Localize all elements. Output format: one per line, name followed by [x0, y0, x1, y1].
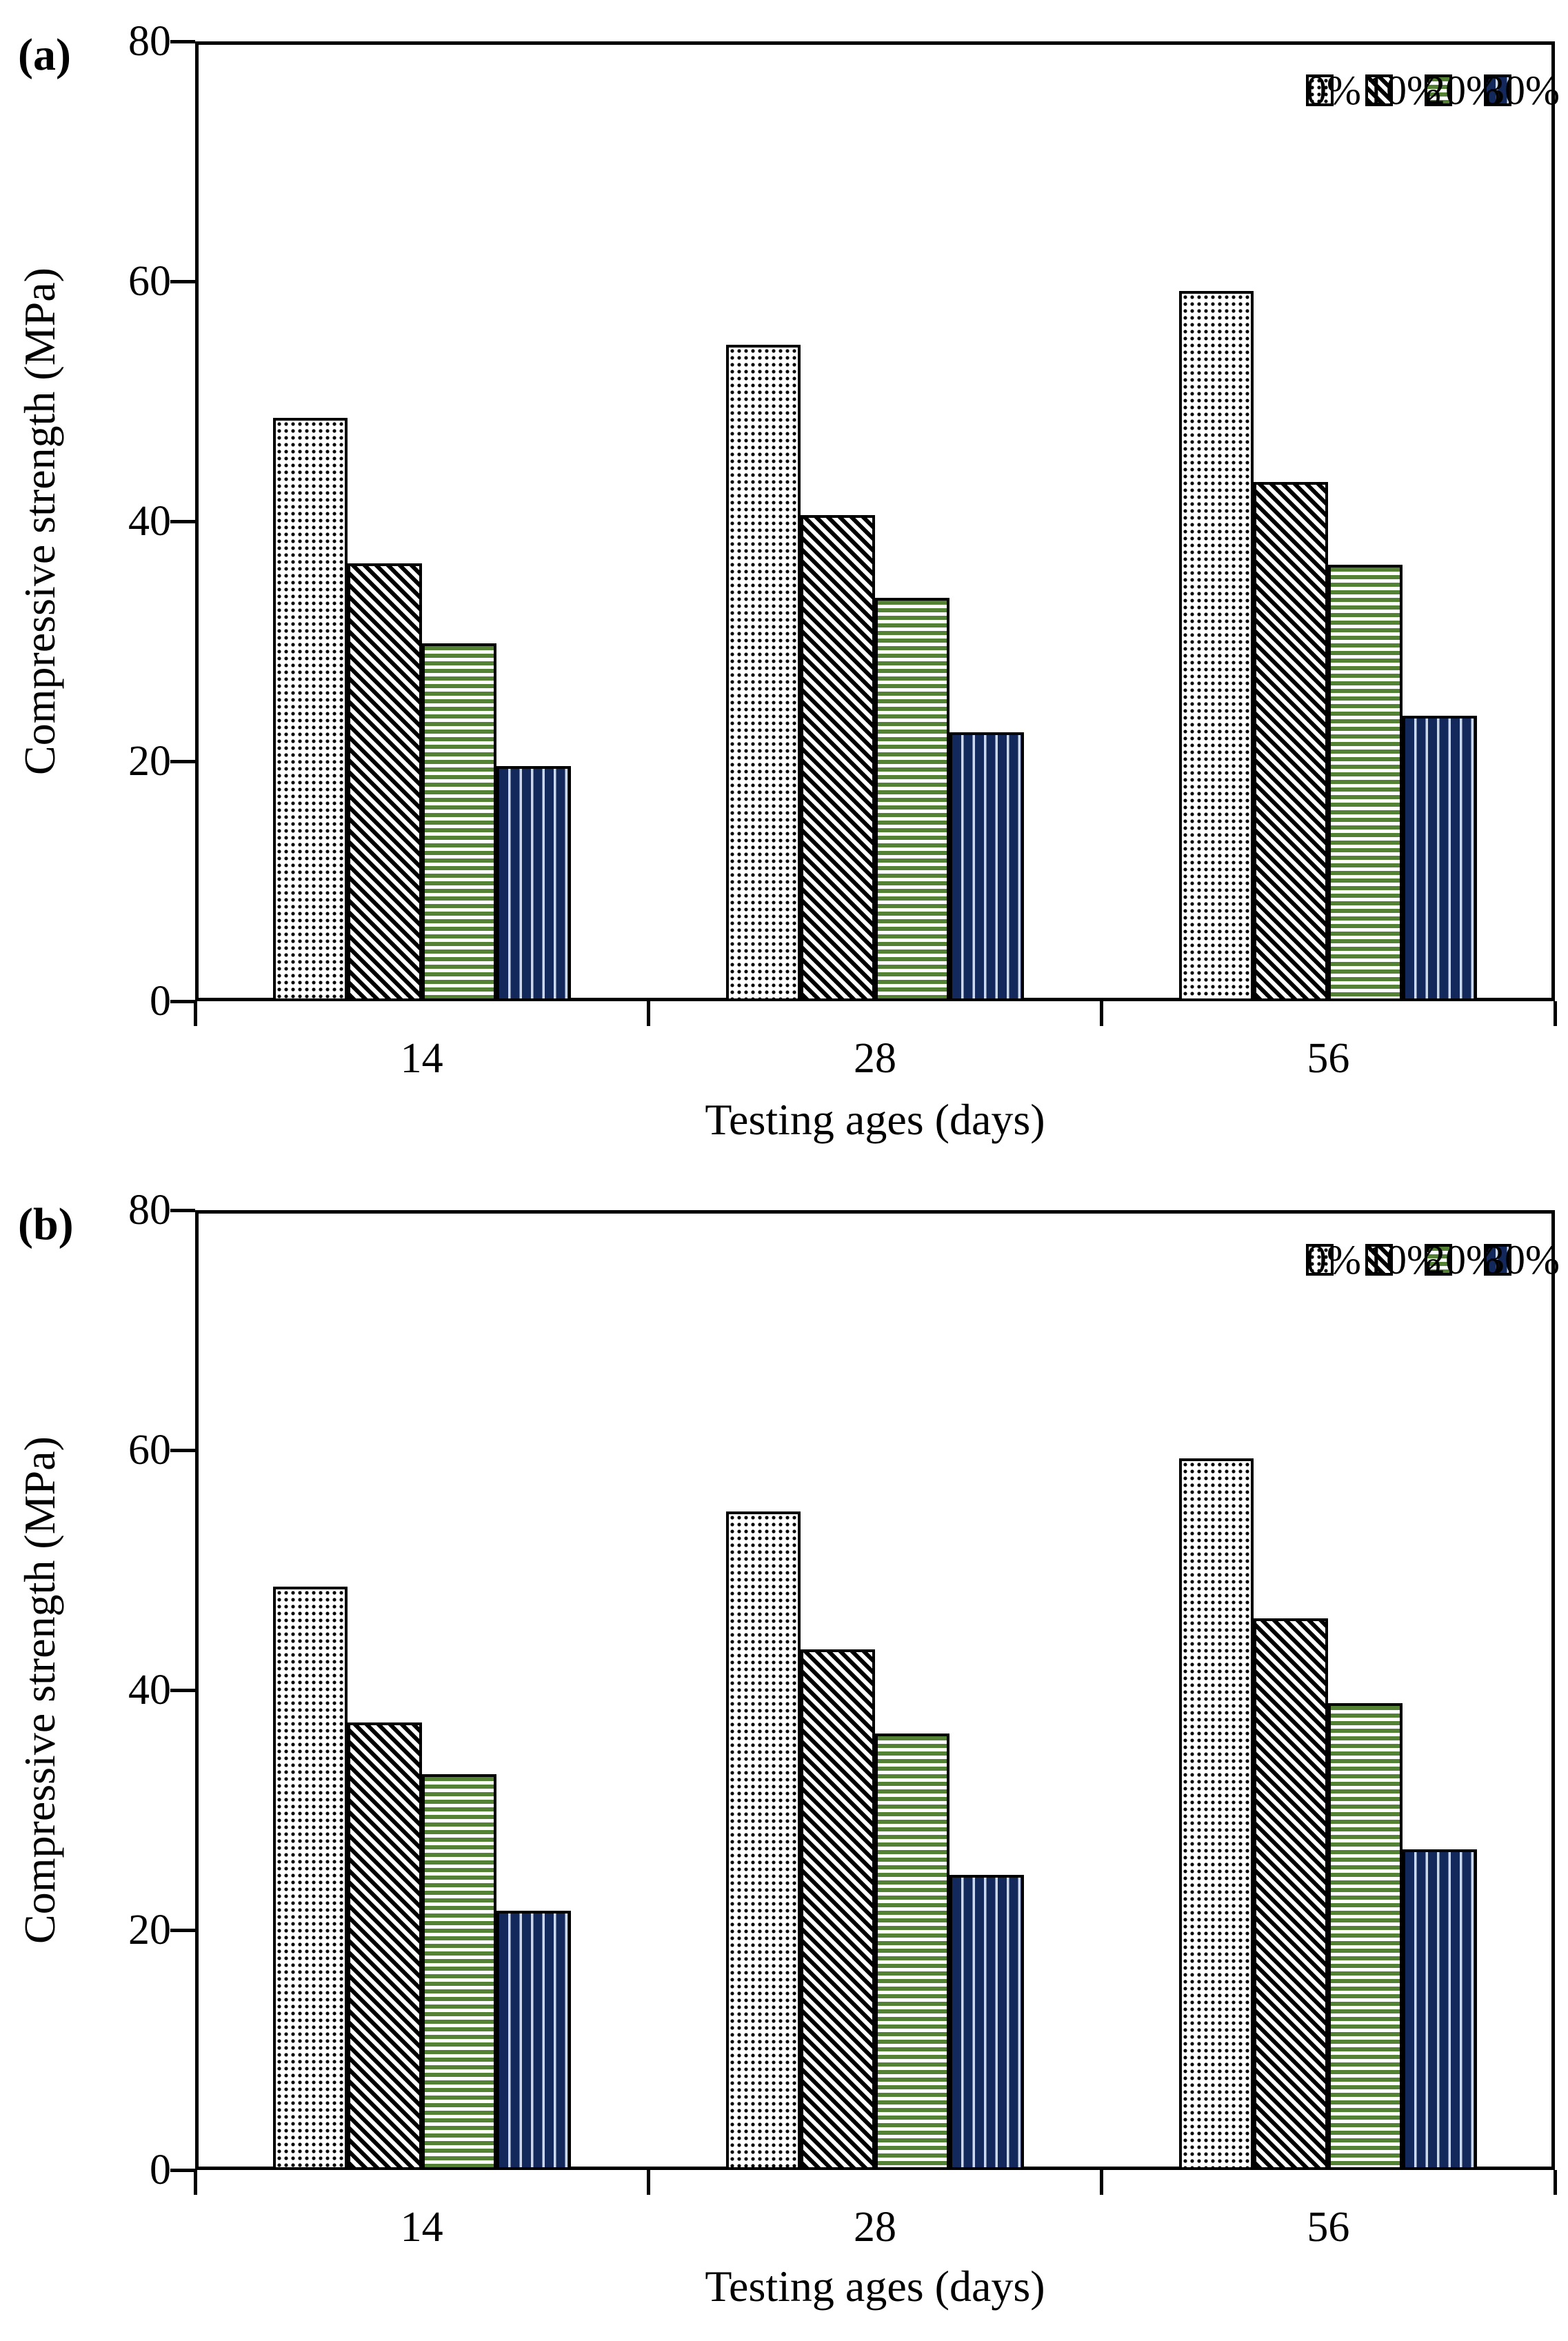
legend-swatch-10pct [1365, 74, 1393, 106]
bar-b-30pct-14d [496, 1911, 571, 2170]
legend: 0% 10% 20% 30% [1306, 1237, 1560, 1283]
legend-item: 30% [1484, 68, 1560, 113]
x-axis-tick [193, 1001, 197, 1026]
bar-a-10pct-28d [801, 515, 875, 1001]
legend-item: 0% [1306, 68, 1361, 113]
y-axis-tick [170, 999, 195, 1003]
legend-swatch-30pct [1484, 74, 1511, 106]
legend-item: 10% [1365, 68, 1441, 113]
legend-label: 0% [1306, 1237, 1361, 1283]
legend-item: 0% [1306, 1237, 1361, 1283]
legend-label: 10% [1365, 1237, 1441, 1283]
x-axis-title: Testing ages (days) [705, 2262, 1045, 2311]
bar-a-30pct-28d [949, 732, 1024, 1001]
y-tick-label: 60 [128, 258, 171, 305]
bar-a-30pct-56d [1403, 715, 1478, 1001]
panel-label-b: (b) [18, 1199, 74, 1249]
y-tick-label: 40 [128, 498, 171, 545]
bar-a-10pct-56d [1254, 481, 1329, 1001]
legend-item: 10% [1365, 1237, 1441, 1283]
y-axis-tick [170, 1448, 195, 1452]
bar-b-20pct-28d [875, 1733, 949, 2170]
bar-b-30pct-56d [1403, 1849, 1478, 2170]
legend-label: 0% [1306, 68, 1361, 113]
y-tick-label: 80 [128, 1187, 171, 1234]
x-axis-tick [646, 1001, 650, 1026]
legend-label: 20% [1425, 1237, 1500, 1283]
x-axis-tick [1553, 1001, 1557, 1026]
x-axis-tick [646, 2170, 650, 2195]
x-axis-tick [1100, 1001, 1104, 1026]
legend-item: 20% [1425, 1237, 1500, 1283]
y-tick-label: 20 [128, 738, 171, 785]
bar-a-30pct-14d [496, 765, 571, 1001]
x-category-label: 28 [854, 1035, 896, 1082]
bar-b-0pct-56d [1179, 1458, 1254, 2170]
y-axis-tick [170, 1208, 195, 1212]
x-axis-title: Testing ages (days) [705, 1095, 1045, 1144]
y-tick-label: 40 [128, 1667, 171, 1714]
legend-label: 30% [1484, 68, 1560, 113]
legend-swatch-0pct [1306, 74, 1334, 106]
bar-b-10pct-56d [1254, 1618, 1329, 2170]
y-tick-label: 0 [150, 2147, 171, 2193]
y-tick-label: 60 [128, 1427, 171, 1474]
bar-a-20pct-28d [875, 598, 949, 1001]
x-axis-tick [1100, 2170, 1104, 2195]
x-category-label: 28 [854, 2204, 896, 2251]
bar-a-20pct-56d [1328, 564, 1403, 1001]
bar-b-0pct-28d [726, 1511, 801, 2170]
y-axis-tick [170, 2168, 195, 2172]
legend-label: 10% [1365, 68, 1441, 113]
x-category-label: 56 [1307, 2204, 1350, 2251]
legend-swatch-30pct [1484, 1244, 1511, 1276]
bar-b-20pct-56d [1328, 1703, 1403, 2170]
y-tick-label: 20 [128, 1907, 171, 1953]
bar-a-0pct-56d [1179, 290, 1254, 1001]
legend-swatch-0pct [1306, 1244, 1334, 1276]
bar-b-10pct-28d [801, 1649, 875, 2170]
bar-b-30pct-28d [949, 1874, 1024, 2170]
legend-label: 20% [1425, 68, 1500, 113]
y-tick-label: 80 [128, 18, 171, 65]
bar-a-20pct-14d [421, 643, 496, 1001]
legend-item: 20% [1425, 68, 1500, 113]
bar-a-10pct-14d [347, 563, 422, 1001]
x-category-label: 14 [400, 2204, 443, 2251]
y-axis-tick [170, 1928, 195, 1932]
x-axis-tick [193, 2170, 197, 2195]
y-axis-tick [170, 39, 195, 43]
bar-a-0pct-14d [272, 418, 348, 1001]
y-axis-tick [170, 759, 195, 763]
x-category-label: 14 [400, 1035, 443, 1082]
x-category-label: 56 [1307, 1035, 1350, 1082]
legend-swatch-20pct [1425, 1244, 1452, 1276]
x-axis-tick [1553, 2170, 1557, 2195]
panel-label-a: (a) [18, 30, 71, 80]
bar-b-0pct-14d [272, 1587, 348, 2170]
y-axis-tick [170, 519, 195, 523]
legend-swatch-20pct [1425, 74, 1452, 106]
legend-swatch-10pct [1365, 1244, 1393, 1276]
bar-b-20pct-14d [421, 1774, 496, 2170]
legend: 0% 10% 20% 30% [1306, 68, 1560, 113]
legend-label: 30% [1484, 1237, 1560, 1283]
y-axis-tick [170, 1688, 195, 1692]
y-axis-tick [170, 279, 195, 283]
bar-b-10pct-14d [347, 1722, 422, 2170]
bar-a-0pct-28d [726, 345, 801, 1001]
legend-item: 30% [1484, 1237, 1560, 1283]
y-axis-title: Compressive strength (MPa) [15, 1436, 64, 1944]
y-tick-label: 0 [150, 978, 171, 1025]
